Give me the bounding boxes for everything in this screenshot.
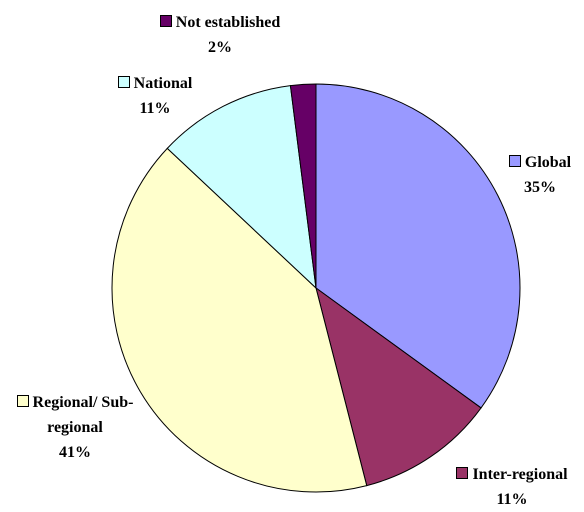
category-name: National bbox=[133, 75, 193, 92]
legend-swatch bbox=[508, 155, 521, 167]
value-label: 11% bbox=[496, 491, 528, 508]
slice-label: Global 35% bbox=[500, 150, 580, 200]
legend-swatch bbox=[456, 467, 469, 479]
slice-label: Inter-regional 11% bbox=[440, 462, 584, 512]
pie-slice bbox=[315, 83, 521, 409]
value-label: 35% bbox=[524, 179, 556, 196]
pie-slice bbox=[111, 147, 368, 493]
pie-slice bbox=[315, 286, 482, 487]
value-label: 2% bbox=[208, 39, 232, 56]
category-name: Inter-regional bbox=[472, 466, 568, 483]
pie-slice bbox=[289, 83, 317, 289]
slice-label: Not established 2% bbox=[135, 10, 305, 60]
legend-swatch bbox=[117, 76, 130, 88]
value-label: 41% bbox=[59, 444, 91, 461]
category-name: Global bbox=[524, 154, 572, 171]
legend-swatch bbox=[159, 15, 172, 27]
slice-label: Regional/ Sub-regional 41% bbox=[10, 390, 140, 465]
legend-swatch bbox=[16, 395, 29, 407]
category-name: Not established bbox=[175, 14, 281, 31]
pie-slice bbox=[166, 85, 317, 290]
value-label: 11% bbox=[139, 100, 171, 117]
category-name: Regional/ Sub-regional bbox=[32, 394, 134, 436]
slice-label: National 11% bbox=[100, 71, 210, 121]
